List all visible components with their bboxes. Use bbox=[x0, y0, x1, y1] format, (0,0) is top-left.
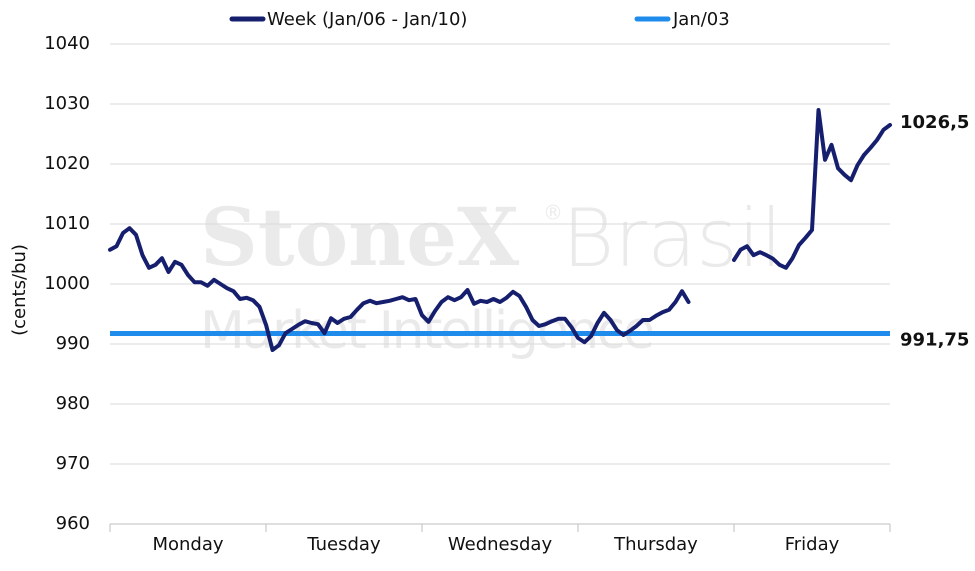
y-axis-label: (cents/bu) bbox=[9, 244, 30, 336]
legend-label: Week (Jan/06 - Jan/10) bbox=[267, 9, 467, 30]
y-tick-label: 1040 bbox=[44, 33, 90, 54]
y-tick-label: 1020 bbox=[44, 153, 90, 174]
watermark-brand: StoneX bbox=[200, 190, 519, 284]
y-tick-label: 1030 bbox=[44, 93, 90, 114]
y-tick-label: 1010 bbox=[44, 213, 90, 234]
line-series bbox=[108, 108, 892, 352]
legend-label: Jan/03 bbox=[672, 9, 730, 30]
y-tick-label: 990 bbox=[56, 333, 90, 354]
watermark-region: Brasil bbox=[562, 192, 782, 285]
x-tick-label: Monday bbox=[152, 534, 223, 555]
end-label: 1026,5 bbox=[900, 112, 969, 133]
end-label: 991,75 bbox=[900, 330, 969, 351]
y-tick-label: 1000 bbox=[44, 273, 90, 294]
y-tick-label: 970 bbox=[56, 453, 90, 474]
watermark-mark: ® bbox=[543, 201, 563, 225]
y-tick-label: 960 bbox=[56, 513, 90, 534]
y-tick-label: 980 bbox=[56, 393, 90, 414]
x-tick-label: Thursday bbox=[613, 534, 698, 555]
x-tick-label: Friday bbox=[785, 534, 840, 555]
x-tick-label: Tuesday bbox=[306, 534, 381, 555]
x-tick-label: Wednesday bbox=[448, 534, 553, 555]
